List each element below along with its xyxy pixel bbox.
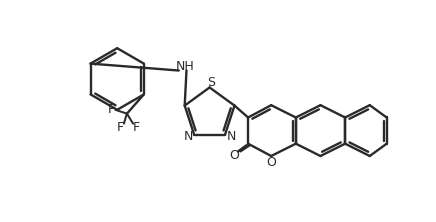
Text: S: S: [207, 76, 215, 89]
Text: N: N: [184, 130, 194, 143]
Text: N: N: [226, 130, 236, 143]
Text: F: F: [108, 103, 115, 116]
Text: F: F: [117, 121, 124, 134]
Text: NH: NH: [176, 60, 194, 73]
Text: F: F: [133, 121, 140, 134]
Text: O: O: [229, 149, 239, 162]
Text: O: O: [266, 156, 276, 169]
